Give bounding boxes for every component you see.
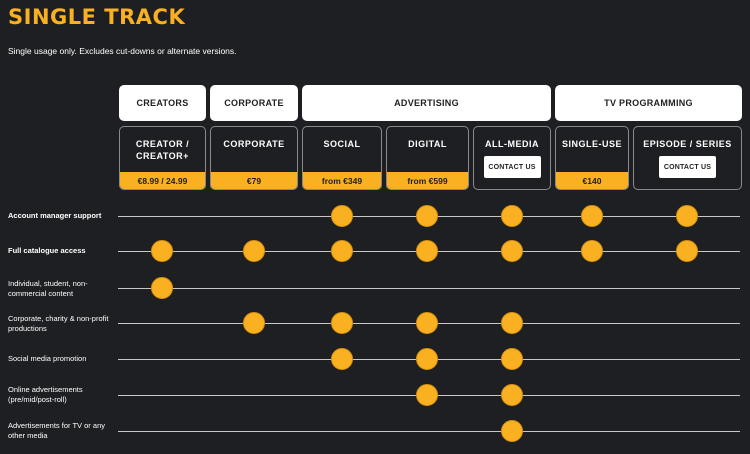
feature-row-line	[118, 288, 740, 289]
included-dot	[416, 348, 438, 370]
included-dot	[501, 205, 523, 227]
tier-card-digital: DIGITAL from €599	[386, 126, 469, 190]
tier-price: €79	[211, 172, 297, 189]
included-dot	[243, 240, 265, 262]
feature-label: Full catalogue access	[8, 246, 86, 255]
included-dot	[331, 240, 353, 262]
tier-card-creator: CREATOR / CREATOR+ €8.99 / 24.99	[119, 126, 206, 190]
category-corporate: CORPORATE	[210, 85, 298, 121]
included-dot	[416, 205, 438, 227]
included-dot	[243, 312, 265, 334]
tier-name: CORPORATE	[223, 139, 285, 149]
tier-name: CREATOR / CREATOR+	[135, 139, 190, 161]
included-dot	[501, 420, 523, 442]
tier-name: EPISODE / SERIES	[643, 139, 732, 149]
included-dot	[676, 240, 698, 262]
feature-label: Advertisements for TV or any other media	[8, 421, 105, 440]
included-dot	[151, 240, 173, 262]
feature-label: Individual, student, non-commercial cont…	[8, 279, 88, 298]
tier-card-episode-series: EPISODE / SERIES CONTACT US	[633, 126, 742, 190]
tier-card-all-media: ALL-MEDIA CONTACT US	[473, 126, 551, 190]
page-title: SINGLE TRACK	[8, 5, 186, 29]
tier-name: DIGITAL	[408, 139, 447, 149]
tier-price: €8.99 / 24.99	[120, 172, 205, 189]
tier-card-single-use: SINGLE-USE €140	[555, 126, 629, 190]
tier-name: ALL-MEDIA	[485, 139, 539, 149]
tier-price: from €599	[387, 172, 468, 189]
tier-price: from €349	[303, 172, 381, 189]
included-dot	[676, 205, 698, 227]
included-dot	[416, 240, 438, 262]
contact-us-button[interactable]: CONTACT US	[483, 156, 541, 178]
included-dot	[501, 348, 523, 370]
included-dot	[501, 312, 523, 334]
category-tv-programming: TV PROGRAMMING	[555, 85, 742, 121]
feature-row-line	[118, 431, 740, 432]
page-subtitle: Single usage only. Excludes cut-downs or…	[8, 46, 237, 56]
included-dot	[581, 240, 603, 262]
included-dot	[416, 384, 438, 406]
included-dot	[151, 277, 173, 299]
tier-card-corporate: CORPORATE €79	[210, 126, 298, 190]
tier-price: €140	[556, 172, 628, 189]
included-dot	[331, 312, 353, 334]
tier-name: SINGLE-USE	[561, 139, 622, 149]
tier-card-social: SOCIAL from €349	[302, 126, 382, 190]
category-creators: CREATORS	[119, 85, 206, 121]
included-dot	[331, 205, 353, 227]
included-dot	[581, 205, 603, 227]
feature-label: Social media promotion	[8, 354, 87, 363]
category-advertising: ADVERTISING	[302, 85, 551, 121]
included-dot	[501, 384, 523, 406]
included-dot	[416, 312, 438, 334]
feature-label: Online advertisements (pre/mid/post-roll…	[8, 385, 83, 404]
contact-us-button[interactable]: CONTACT US	[659, 156, 716, 178]
tier-name: SOCIAL	[323, 139, 361, 149]
feature-label: Account manager support	[8, 211, 102, 220]
feature-label: Corporate, charity & non-profit producti…	[8, 314, 109, 333]
included-dot	[501, 240, 523, 262]
included-dot	[331, 348, 353, 370]
